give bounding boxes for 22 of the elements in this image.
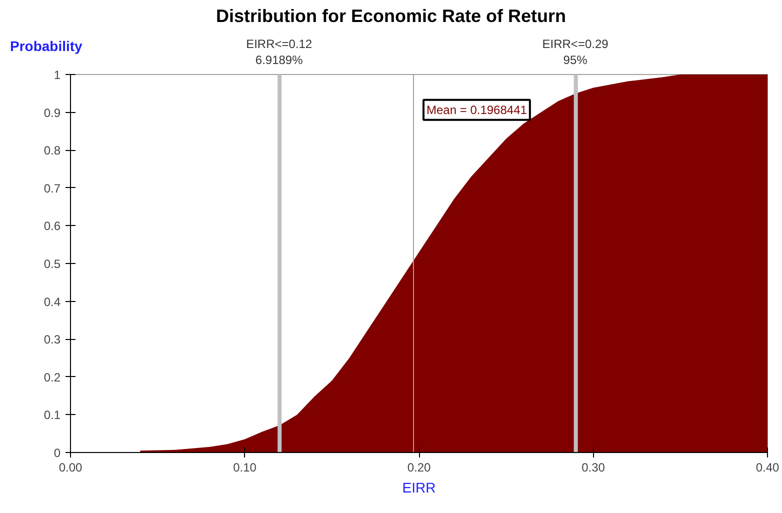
y-tick-label: 0 bbox=[54, 446, 61, 460]
y-tick-label: 0.5 bbox=[44, 257, 61, 271]
y-tick-label: 0.7 bbox=[44, 181, 61, 196]
ref-line-label: EIRR<=0.29 95% bbox=[541, 36, 610, 68]
y-tick-label: 0.1 bbox=[44, 408, 61, 422]
x-tick-label: 0.40 bbox=[756, 460, 780, 474]
x-tick-label: 0.10 bbox=[233, 460, 257, 474]
y-tick-label: 0.6 bbox=[44, 219, 61, 234]
ref-line-label: Mean = 0.1968441 bbox=[426, 102, 528, 117]
x-axis-title: EIRR bbox=[402, 480, 436, 496]
y-tick-label: 1 bbox=[54, 68, 61, 82]
y-tick-label: 0.3 bbox=[44, 332, 61, 347]
x-tick-label: 0.00 bbox=[58, 460, 83, 474]
y-axis-title: Probability bbox=[10, 38, 82, 54]
y-tick-label: 0.2 bbox=[44, 370, 61, 384]
y-tick-label: 0.8 bbox=[44, 144, 61, 158]
y-tick-label: 0.9 bbox=[44, 106, 61, 120]
x-tick-label: 0.20 bbox=[407, 460, 432, 474]
chart-title: Distribution for Economic Rate of Return bbox=[214, 6, 567, 27]
x-tick-label: 0.30 bbox=[582, 460, 606, 474]
ref-line-label: EIRR<=0.12 6.9189% bbox=[245, 36, 314, 68]
y-tick-label: 0.4 bbox=[44, 294, 61, 309]
